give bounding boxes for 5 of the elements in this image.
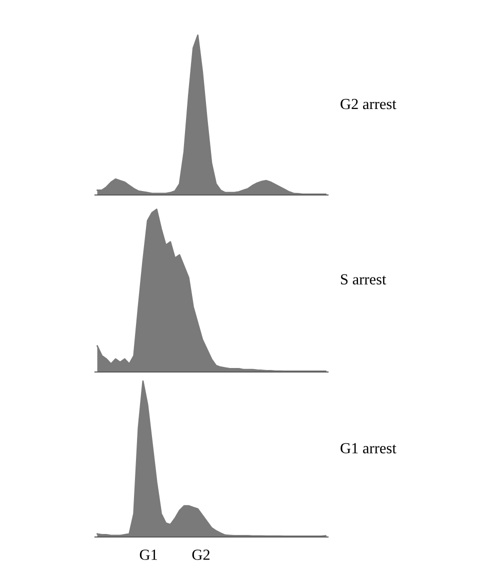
text: G2 — [192, 550, 210, 560]
text: G1 — [140, 550, 158, 560]
text: S arrest — [341, 274, 386, 285]
text: G2 arrest — [340, 98, 396, 110]
text: G1 arrest — [340, 443, 396, 454]
